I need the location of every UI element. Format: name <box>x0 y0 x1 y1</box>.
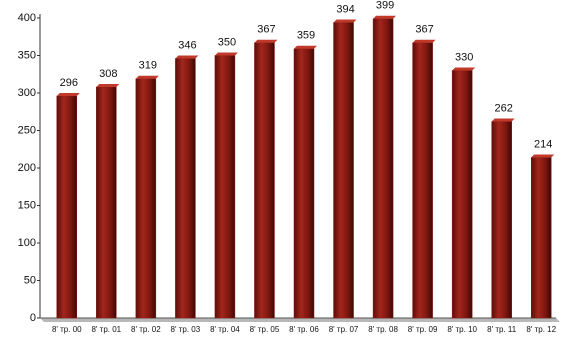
value-label: 367 <box>415 24 433 36</box>
bar <box>56 95 78 319</box>
x-tick-label: 8' тр. 05 <box>250 325 280 334</box>
value-label: 359 <box>297 30 315 42</box>
bar <box>214 55 236 319</box>
y-tick-label: 300 <box>18 87 36 99</box>
value-label: 350 <box>218 36 236 48</box>
x-tick-label: 8' тр. 03 <box>171 325 201 334</box>
value-label: 319 <box>139 60 157 72</box>
value-label: 214 <box>534 138 552 150</box>
bar <box>530 157 552 319</box>
bar-top <box>56 93 80 96</box>
bar-top <box>96 84 120 87</box>
y-tick-label: 250 <box>18 124 36 136</box>
value-label: 308 <box>99 68 117 80</box>
x-tick-label: 8' тр. 06 <box>289 325 319 334</box>
value-label: 399 <box>376 0 394 12</box>
bar <box>175 58 196 319</box>
y-tick-label: 0 <box>30 312 36 324</box>
bar-top <box>135 75 159 79</box>
bar-top <box>531 154 555 158</box>
bar-top <box>214 52 238 56</box>
y-tick-label: 100 <box>18 237 36 249</box>
bar-top <box>175 55 199 59</box>
value-label: 394 <box>336 3 354 15</box>
bar <box>293 48 315 319</box>
bar <box>96 86 117 319</box>
floor <box>40 318 560 322</box>
y-tick-label: 350 <box>18 49 36 61</box>
bar-top <box>333 19 357 23</box>
y-tick-label: 400 <box>18 12 36 24</box>
x-tick-label: 8' тр. 01 <box>91 325 121 334</box>
value-label: 346 <box>178 39 196 51</box>
value-label: 330 <box>455 51 473 63</box>
bar-top <box>491 118 515 122</box>
y-tick-label: 200 <box>18 162 36 174</box>
x-tick-label: 8' тр. 02 <box>131 325 161 334</box>
x-tick-label: 8' тр. 04 <box>210 325 240 334</box>
bar <box>491 121 512 319</box>
value-label: 367 <box>257 24 275 36</box>
y-tick-label: 150 <box>18 199 36 211</box>
bar <box>254 42 275 319</box>
bar <box>333 22 354 319</box>
value-label: 262 <box>495 102 513 114</box>
x-tick-label: 8' тр. 00 <box>52 325 82 334</box>
x-tick-label: 8' тр. 11 <box>487 325 517 334</box>
bar-top <box>254 39 278 43</box>
bar-top <box>294 45 317 49</box>
bar-top <box>373 15 397 19</box>
x-tick-label: 8' тр. 12 <box>526 325 556 334</box>
bar <box>412 42 433 319</box>
bar <box>135 78 157 319</box>
y-tick-label: 50 <box>24 274 36 286</box>
x-tick-label: 8' тр. 08 <box>368 325 398 334</box>
bar <box>451 70 473 319</box>
bar-top <box>452 67 476 71</box>
bar <box>372 18 394 319</box>
x-tick-label: 8' тр. 07 <box>329 325 359 334</box>
bar-top <box>412 39 436 43</box>
x-tick-label: 8' тр. 09 <box>408 325 438 334</box>
x-tick-label: 8' тр. 10 <box>447 325 477 334</box>
value-label: 296 <box>60 77 78 89</box>
